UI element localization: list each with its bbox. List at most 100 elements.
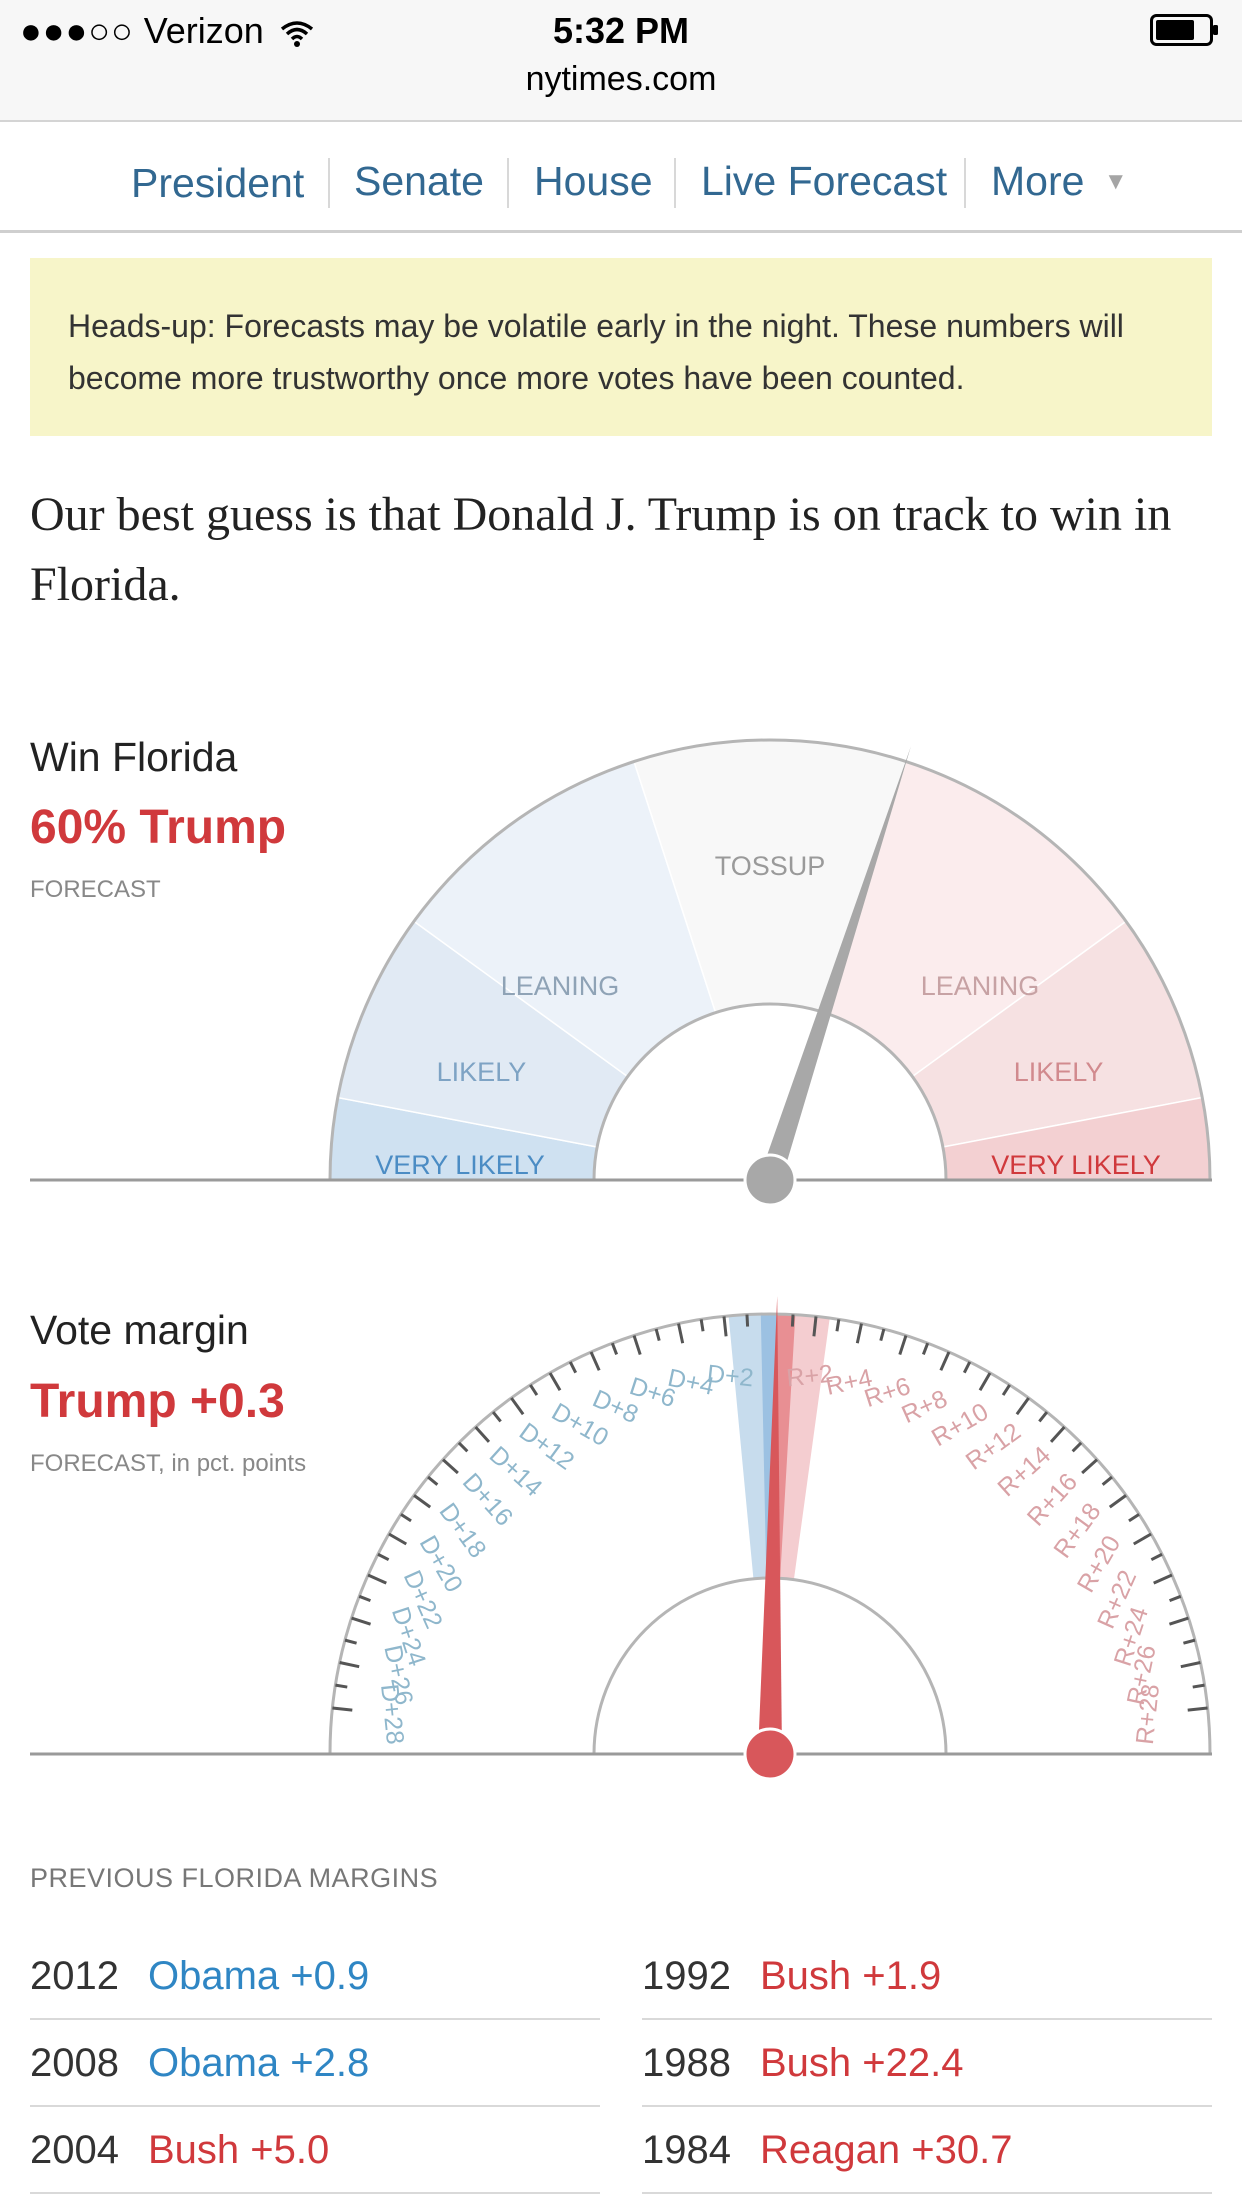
margin-tick xyxy=(654,1328,661,1341)
section-nav: President Senate House Live Forecast Mor… xyxy=(0,122,1242,233)
previous-margins-title: PREVIOUS FLORIDA MARGINS xyxy=(30,1863,439,1893)
margin-tick xyxy=(1168,1616,1189,1626)
win-gauge-label: Win Florida xyxy=(30,734,238,780)
carrier-name: Verizon xyxy=(143,10,264,51)
win-needle xyxy=(759,746,911,1184)
vote-margin-gauge: D+2D+4D+6D+8D+10D+12D+14D+16D+18D+20D+22… xyxy=(30,1296,1212,1781)
nav-divider xyxy=(507,158,509,208)
previous-margin-value: Obama +0.9 xyxy=(148,1954,370,1998)
clock: 5:32 PM xyxy=(552,10,690,51)
very-likely-rep-label: VERY LIKELY xyxy=(991,1150,1161,1180)
margin-tick xyxy=(1187,1706,1208,1712)
previous-margin-row: 1984 Reagan +30.7 xyxy=(642,2104,1212,2194)
win-gauge-sub: FORECAST xyxy=(30,876,161,903)
nav-more-label: More xyxy=(991,158,1085,204)
margin-tick xyxy=(939,1351,951,1371)
nav-live-forecast[interactable]: Live Forecast xyxy=(701,158,948,204)
win-gauge-value: 60% Trump xyxy=(30,801,287,854)
margin-tick xyxy=(351,1616,372,1626)
margin-tick xyxy=(610,1342,619,1355)
margin-tick xyxy=(400,1513,412,1523)
nav-divider xyxy=(328,158,330,208)
margin-tick xyxy=(879,1328,886,1341)
margin-tick xyxy=(344,1638,357,1645)
previous-margin-year: 2012 xyxy=(30,1954,119,1998)
margin-tick xyxy=(413,1494,432,1509)
margin-tick xyxy=(388,1532,408,1546)
margin-tick xyxy=(1128,1513,1140,1523)
wifi-icon xyxy=(280,21,313,48)
margin-tick xyxy=(548,1372,562,1392)
margin-tick xyxy=(699,1319,705,1332)
likely-dem-label: LIKELY xyxy=(437,1057,527,1087)
previous-margin-year: 1988 xyxy=(642,2041,731,2085)
nav-house[interactable]: House xyxy=(534,158,653,204)
margin-tick xyxy=(332,1706,353,1712)
nav-senate[interactable]: Senate xyxy=(354,158,484,204)
tossup-label: TOSSUP xyxy=(715,851,826,881)
status-bar: ●●●○○ Verizon 5:32 PM nytimes.com xyxy=(0,0,1242,122)
margin-tick xyxy=(978,1372,992,1392)
previous-margin-value: Reagan +30.7 xyxy=(760,2128,1013,2172)
dem-tick-label: D+2 xyxy=(706,1360,755,1393)
margin-tick xyxy=(358,1594,371,1603)
margin-tick xyxy=(835,1319,841,1332)
rep-tick-label: R+28 xyxy=(1131,1683,1165,1746)
margin-needle xyxy=(758,1296,782,1755)
margin-tick xyxy=(367,1573,387,1585)
margin-tick xyxy=(335,1683,348,1689)
margin-tick xyxy=(812,1316,818,1337)
nav-divider xyxy=(674,158,676,208)
previous-margin-value: Bush +1.9 xyxy=(760,1954,942,1998)
carrier-signal: ●●●○○ Verizon xyxy=(20,10,314,52)
likely-rep-label: LIKELY xyxy=(1014,1057,1104,1087)
margin-gauge-value: Trump +0.3 xyxy=(30,1375,285,1428)
margin-tick xyxy=(339,1661,360,1669)
previous-margin-row: 2004 Bush +5.0 xyxy=(30,2104,600,2194)
margin-tick xyxy=(1101,1475,1113,1486)
margin-needle-hub xyxy=(743,1727,797,1781)
margin-tick xyxy=(1081,1458,1098,1475)
margin-tick xyxy=(632,1335,642,1356)
previous-margin-value: Bush +22.4 xyxy=(760,2041,964,2085)
previous-margin-year: 2008 xyxy=(30,2041,119,2085)
margin-tick xyxy=(1108,1494,1127,1509)
leaning-dem-label: LEANING xyxy=(501,971,620,1001)
margin-tick xyxy=(1153,1573,1173,1585)
margin-tick xyxy=(1001,1384,1011,1396)
rep-tick-label: R+2 xyxy=(785,1360,834,1393)
win-needle-hub xyxy=(743,1153,797,1207)
margin-tick xyxy=(921,1342,930,1355)
margin-tick xyxy=(745,1314,750,1327)
margin-tick xyxy=(1180,1661,1201,1669)
margin-tick xyxy=(427,1475,439,1486)
margin-tick xyxy=(377,1552,390,1562)
margin-tick xyxy=(790,1314,795,1327)
nav-divider xyxy=(964,158,966,208)
forecast-headline: Our best guess is that Donald J. Trump i… xyxy=(30,488,1172,611)
nav-more[interactable]: More ▼ xyxy=(991,158,1128,205)
previous-margin-row: 2012 Obama +0.9 xyxy=(30,1930,600,2020)
margin-tick xyxy=(1132,1532,1152,1546)
caret-down-icon: ▼ xyxy=(1103,168,1128,195)
margin-sub-rest: , in pct. points xyxy=(158,1450,307,1477)
margin-tick xyxy=(589,1351,601,1371)
nav-president[interactable]: President xyxy=(131,160,305,206)
margin-tick xyxy=(491,1411,502,1423)
volatility-notice: Heads-up: Forecasts may be volatile earl… xyxy=(30,258,1212,436)
dem-tick-label: D+28 xyxy=(375,1683,409,1746)
margin-tick xyxy=(1150,1552,1163,1562)
margin-tick xyxy=(510,1397,525,1416)
previous-margin-value: Obama +2.8 xyxy=(148,2041,370,2085)
previous-margin-year: 2004 xyxy=(30,2128,119,2172)
margin-tick xyxy=(1192,1683,1205,1689)
margin-outer-arc xyxy=(328,1312,1212,1755)
win-probability-gauge: TOSSUP LEANING LEANING LIKELY LIKELY VERY LIK… xyxy=(30,738,1212,1207)
address-bar-url[interactable]: nytimes.com xyxy=(525,60,717,98)
previous-margin-year: 1992 xyxy=(642,1954,731,1998)
margin-gauge-sub: FORECAST, in pct. points xyxy=(30,1450,306,1478)
margin-tick xyxy=(898,1335,908,1356)
margin-tick xyxy=(1071,1441,1083,1453)
margin-tick xyxy=(722,1316,728,1337)
battery-icon xyxy=(1150,14,1218,46)
